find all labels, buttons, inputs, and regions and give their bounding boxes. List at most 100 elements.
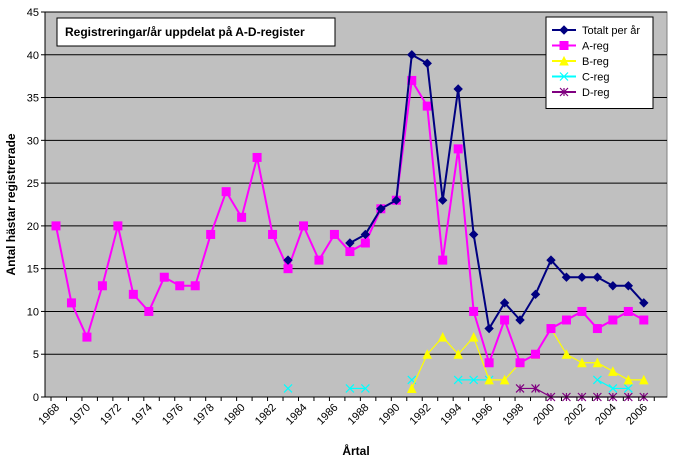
- legend-item: Totalt per år: [552, 25, 640, 37]
- x-tick-label: 1986: [315, 402, 341, 428]
- data-point: [608, 366, 618, 376]
- data-point: [175, 281, 185, 291]
- data-point: [360, 229, 371, 240]
- data-point: [608, 315, 618, 325]
- data-point: [515, 384, 525, 393]
- y-tick-label: 40: [27, 50, 39, 62]
- data-point: [283, 255, 293, 265]
- data-point: [453, 375, 463, 385]
- x-tick-label: 1976: [160, 402, 186, 428]
- data-point: [407, 75, 417, 85]
- data-point: [623, 306, 633, 316]
- data-point: [608, 384, 618, 393]
- data-point: [546, 255, 556, 265]
- data-point: [283, 264, 293, 274]
- data-point: [221, 187, 231, 197]
- x-axis-ticks: 1968 1970 1972 1974 1976 1978 1980 1982 1984 1986…: [36, 396, 667, 428]
- y-axis-ticks: 0 5 10 15 20 25 30 35 40 45: [27, 7, 46, 404]
- data-point: [500, 315, 510, 325]
- data-point: [128, 289, 138, 299]
- data-point: [469, 306, 479, 316]
- legend-swatch-marker: [559, 55, 569, 66]
- x-tick-label: 1984: [284, 402, 310, 428]
- x-tick-label: 2002: [562, 402, 588, 428]
- y-tick-label: 0: [33, 392, 39, 404]
- x-tick-label: 1982: [253, 402, 279, 428]
- x-tick-label: 1972: [98, 402, 124, 428]
- x-tick-label: 2006: [624, 402, 650, 428]
- data-point: [592, 357, 603, 368]
- data-point: [345, 384, 355, 393]
- chart-title-box: Registreringar/år uppdelat på A-D-regist…: [56, 17, 336, 47]
- data-point: [190, 281, 200, 291]
- data-point: [406, 383, 417, 393]
- data-point: [468, 331, 479, 342]
- data-point: [515, 358, 525, 368]
- series-a-reg: [51, 75, 649, 368]
- data-point: [530, 289, 541, 300]
- data-point: [499, 374, 510, 385]
- data-point: [438, 195, 448, 205]
- data-point: [422, 101, 432, 111]
- legend-label: B-reg: [582, 56, 609, 68]
- data-point: [268, 229, 278, 239]
- data-point: [608, 281, 618, 291]
- data-point: [577, 272, 587, 282]
- legend-item: C-reg: [552, 72, 610, 84]
- x-tick-label: 1998: [500, 402, 526, 428]
- y-tick-label: 20: [27, 221, 39, 233]
- data-point: [623, 281, 634, 291]
- data-point: [468, 229, 479, 240]
- x-tick-label: 1994: [439, 402, 465, 428]
- series-totalt-per-r: [283, 50, 649, 334]
- data-point: [159, 272, 169, 282]
- data-point: [345, 247, 355, 257]
- legend-label: Totalt per år: [582, 25, 640, 37]
- data-point: [345, 238, 355, 248]
- x-axis-title: Årtal: [342, 443, 369, 458]
- x-tick-label: 1990: [377, 402, 403, 428]
- data-point: [82, 332, 92, 342]
- data-point: [592, 324, 602, 334]
- data-point: [407, 50, 417, 60]
- data-point: [561, 349, 572, 359]
- data-point: [422, 349, 433, 359]
- legend-swatch-marker: [559, 41, 569, 50]
- data-point: [437, 331, 448, 342]
- data-point: [639, 298, 649, 308]
- data-point: [360, 384, 370, 393]
- data-point: [484, 358, 494, 368]
- x-tick-label: 1992: [408, 402, 434, 428]
- data-point: [546, 324, 556, 334]
- data-point: [561, 315, 571, 325]
- data-point: [237, 212, 247, 222]
- y-tick-label: 30: [27, 135, 39, 147]
- data-point: [531, 384, 540, 393]
- legend-item: A-reg: [552, 41, 609, 53]
- series-c-reg: [283, 375, 633, 393]
- data-point: [484, 374, 494, 385]
- data-point: [252, 152, 262, 162]
- data-point: [298, 221, 308, 231]
- legend-swatch-marker: [559, 72, 569, 81]
- x-tick-label: 2004: [593, 402, 619, 428]
- data-point: [391, 195, 402, 205]
- data-point: [453, 144, 463, 154]
- x-tick-label: 1996: [469, 402, 495, 428]
- data-point: [623, 374, 634, 385]
- legend-item: B-reg: [552, 55, 609, 68]
- data-point: [453, 349, 463, 359]
- data-point: [113, 221, 123, 231]
- x-tick-label: 2000: [531, 402, 557, 428]
- data-point: [469, 375, 479, 385]
- x-tick-label: 1968: [36, 402, 62, 428]
- data-point: [314, 255, 324, 265]
- x-tick-label: 1988: [346, 402, 372, 428]
- data-point: [206, 229, 216, 239]
- data-point: [66, 298, 76, 308]
- y-tick-label: 45: [27, 7, 39, 19]
- data-point: [531, 349, 541, 359]
- legend-label: C-reg: [582, 72, 610, 84]
- data-point: [499, 298, 510, 308]
- data-point: [51, 221, 61, 231]
